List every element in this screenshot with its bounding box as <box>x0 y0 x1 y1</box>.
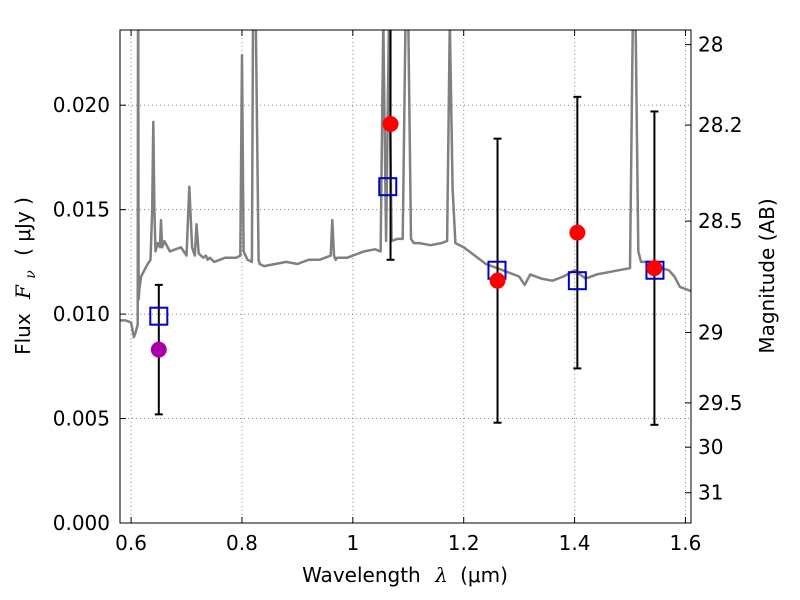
x-axis-label-text: Wavelength <box>302 563 421 587</box>
x-tick-label: 0.8 <box>226 531 258 555</box>
x-tick-label: 0.6 <box>115 531 147 555</box>
model-marker <box>149 306 169 326</box>
y-tick-label: 0.005 <box>53 407 110 431</box>
y2-axis-ticks: 28 28.2 28.5 29 29.5 30 31 <box>685 33 743 505</box>
model-marker <box>378 177 398 197</box>
y2-tick-label: 28.5 <box>698 209 743 233</box>
observed-points <box>150 116 663 358</box>
x-tick-label: 1 <box>346 531 359 555</box>
x-axis-label-symbol: λ <box>434 563 448 587</box>
y2-tick-label: 30 <box>698 435 723 459</box>
observed-marker <box>569 224 586 241</box>
spectrum-line <box>120 30 691 339</box>
y-axis-label-unit: ( μJy ) <box>11 197 35 256</box>
x-axis-label-unit: (μm) <box>460 563 508 587</box>
y2-tick-label: 31 <box>698 481 723 505</box>
x-tick-label: 1.2 <box>448 531 480 555</box>
plot-frame <box>119 29 692 524</box>
observed-marker <box>489 272 506 289</box>
y2-axis-label: Magnitude (AB) <box>755 198 779 353</box>
y2-tick-label: 29 <box>698 320 723 344</box>
observed-marker <box>382 116 399 133</box>
y2-tick-label: 28 <box>698 33 723 57</box>
y-axis-label-text: Flux <box>11 313 35 355</box>
y-tick-label: 0.010 <box>53 302 110 326</box>
y2-tick-label: 28.2 <box>698 113 743 137</box>
y-tick-label: 0.020 <box>53 93 110 117</box>
y-axis-ticks: 0.000 0.005 0.010 0.015 0.020 <box>53 93 126 535</box>
observed-marker <box>646 260 663 277</box>
y-tick-label: 0.015 <box>53 198 110 222</box>
y2-tick-label: 29.5 <box>698 391 743 415</box>
y-tick-label: 0.000 <box>53 511 110 535</box>
y-axis-label-subscript: ν <box>23 270 39 279</box>
y-axis-label: Flux F ν ( μJy ) <box>11 197 40 355</box>
y-axis-label-symbol: F <box>11 284 35 300</box>
observed-marker <box>150 341 167 358</box>
x-tick-label: 1.6 <box>670 531 702 555</box>
x-axis-ticks: 0.6 0.8 1 1.2 1.4 1.6 <box>115 30 701 555</box>
x-axis-label: Wavelength λ (μm) <box>302 563 508 587</box>
spectrum-series <box>120 30 691 339</box>
x-tick-label: 1.4 <box>559 531 591 555</box>
model-marker <box>567 271 587 291</box>
